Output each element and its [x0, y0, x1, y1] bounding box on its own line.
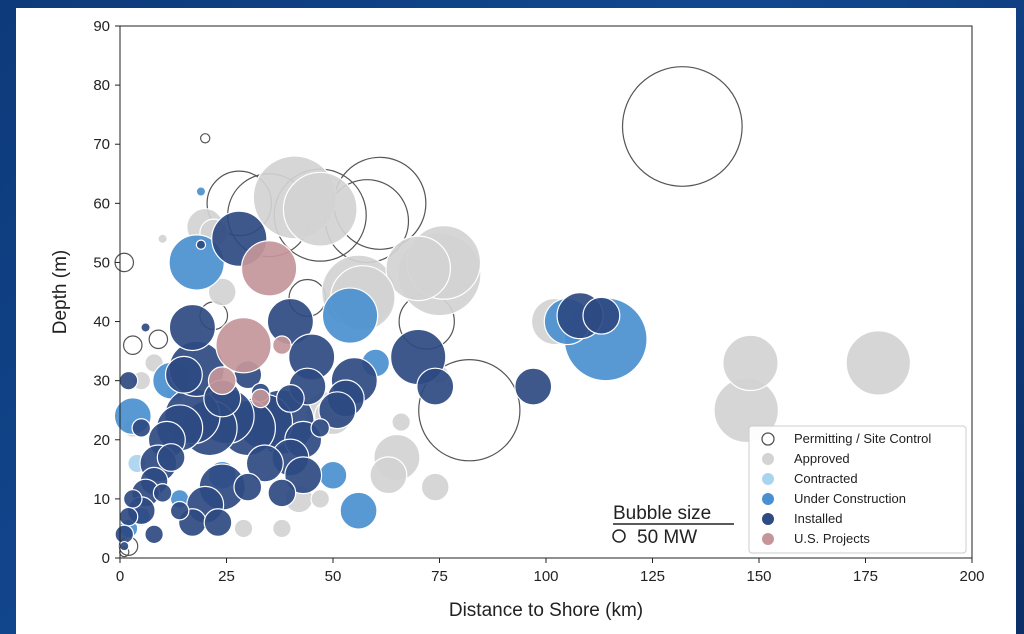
bubble-installed — [276, 384, 305, 413]
bubble-under-construction — [318, 460, 348, 490]
bubble-approved — [391, 412, 411, 432]
bubble-installed — [152, 483, 173, 503]
x-tick-label: 175 — [853, 568, 878, 585]
y-tick-label: 90 — [93, 18, 110, 35]
bubble-approved — [845, 330, 912, 396]
legend-marker — [761, 432, 775, 446]
x-tick-label: 200 — [959, 568, 984, 585]
bubble-installed — [310, 418, 331, 438]
legend-box — [748, 425, 967, 554]
y-tick-label: 10 — [93, 491, 110, 508]
y-tick-label: 80 — [93, 77, 110, 94]
legend-marker — [762, 533, 774, 545]
bubble-permitting-site-control — [199, 133, 211, 144]
legend-label: U.S. Projects — [794, 531, 870, 546]
bubble-installed — [131, 418, 152, 438]
bubble-installed — [233, 472, 263, 502]
bubble-under-construction — [321, 287, 379, 344]
chart-frame: 0 25 50 75 100 125 150 175 200 0 10 20 30 40 50 60 70 80… — [16, 8, 1016, 634]
x-tick-label: 100 — [533, 568, 558, 585]
bubble-installed — [164, 355, 203, 394]
legend-label: Permitting / Site Control — [794, 431, 931, 446]
bubble-installed — [514, 367, 553, 406]
bubble-installed — [118, 506, 139, 527]
legend-marker — [762, 473, 774, 485]
size-legend-title: Bubble size — [613, 503, 711, 524]
x-tick-label: 50 — [325, 568, 342, 585]
y-tick-label: 0 — [102, 550, 110, 567]
x-tick-label: 150 — [746, 568, 771, 585]
bubble-approved — [157, 233, 168, 244]
legend: Permitting / Site Control Approved Contrac… — [748, 425, 967, 554]
y-tick-label: 20 — [93, 432, 110, 449]
bubble-approved — [207, 277, 237, 307]
bubble-installed — [156, 443, 186, 472]
y-axis-label: Depth (m) — [50, 250, 71, 334]
x-tick-label: 125 — [640, 568, 665, 585]
legend-label: Under Construction — [794, 491, 906, 506]
legend-marker — [762, 493, 774, 505]
bubble-u-s-projects — [215, 317, 272, 374]
bubble-permitting-site-control — [148, 329, 169, 350]
bubble-approved — [369, 456, 408, 495]
bubble-permitting-site-control — [621, 66, 743, 187]
y-tick-label: 70 — [93, 136, 110, 153]
bubble-installed — [203, 508, 233, 537]
x-tick-label: 25 — [218, 568, 235, 585]
x-axis-ticks: 0 25 50 75 100 125 150 175 200 — [116, 558, 985, 585]
bubble-approved — [233, 518, 254, 539]
legend-label: Approved — [794, 451, 850, 466]
bubble-chart: 0 25 50 75 100 125 150 175 200 0 10 20 30 40 50 60 70 80… — [50, 18, 985, 621]
bubble-installed — [118, 370, 139, 391]
y-tick-label: 30 — [93, 373, 110, 390]
bubble-installed — [267, 478, 297, 508]
y-tick-label: 50 — [93, 254, 110, 271]
bubbles-layer — [113, 66, 912, 558]
bubble-installed — [114, 524, 135, 545]
bubble-installed — [144, 524, 164, 545]
bubble-installed — [169, 500, 190, 521]
legend-marker — [762, 453, 774, 465]
bubble-approved — [272, 518, 292, 539]
bubble-installed — [119, 540, 130, 552]
bubble-u-s-projects — [207, 366, 237, 396]
bubble-installed — [140, 322, 151, 333]
x-axis-label: Distance to Shore (km) — [449, 600, 643, 621]
x-tick-label: 75 — [431, 568, 448, 585]
bubble-installed — [284, 456, 323, 495]
bubble-installed — [582, 296, 621, 335]
legend-label: Installed — [794, 511, 842, 526]
legend-items: Permitting / Site Control Approved Contrac… — [761, 431, 931, 546]
bubble-installed — [245, 444, 284, 483]
bubble-permitting-site-control — [418, 359, 521, 462]
bubble-under-construction — [339, 491, 378, 530]
size-legend: Bubble size 50 MW — [612, 503, 734, 548]
legend-label: Contracted — [794, 471, 858, 486]
bubble-installed — [168, 303, 217, 352]
size-legend-bubble — [612, 529, 626, 543]
bubble-installed — [195, 239, 207, 250]
x-tick-label: 0 — [116, 568, 124, 585]
legend-marker — [762, 513, 774, 525]
bubble-approved — [722, 334, 779, 392]
bubble-permitting-site-control — [122, 335, 143, 355]
size-legend-label: 50 MW — [637, 527, 697, 548]
bubble-under-construction — [195, 186, 207, 197]
bubble-installed — [416, 367, 455, 406]
y-tick-label: 40 — [93, 314, 110, 331]
bubble-approved — [282, 171, 358, 247]
bubble-installed — [318, 391, 357, 430]
bubble-installed — [122, 489, 143, 509]
bubble-approved — [385, 235, 452, 302]
y-tick-label: 60 — [93, 195, 110, 212]
bubble-approved — [420, 472, 450, 502]
bubble-approved — [310, 489, 331, 509]
bubble-u-s-projects — [250, 388, 271, 409]
bubble-u-s-projects — [272, 335, 292, 355]
bubble-u-s-projects — [240, 240, 298, 297]
y-axis-ticks: 0 10 20 30 40 50 60 70 80 90 — [93, 18, 120, 567]
